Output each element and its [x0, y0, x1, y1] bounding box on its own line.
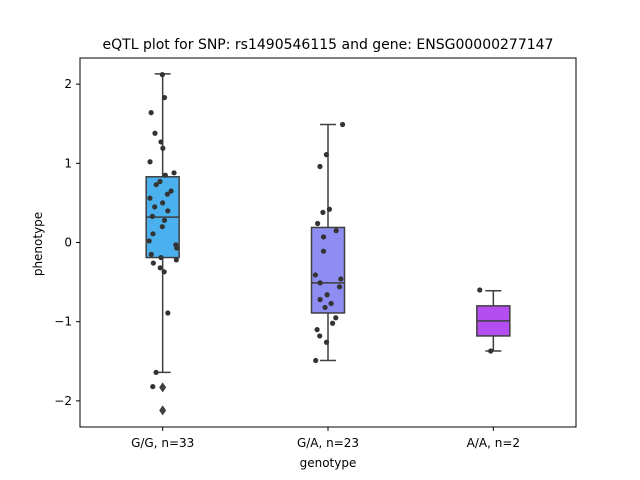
data-point: [320, 234, 327, 240]
data-point: [333, 228, 339, 234]
data-point: [146, 238, 152, 244]
data-point: [322, 304, 328, 311]
data-point: [336, 284, 343, 290]
data-point: [317, 333, 323, 339]
data-point: [148, 251, 154, 257]
data-point: [315, 220, 321, 227]
data-point: [159, 72, 165, 78]
data-point: [333, 315, 339, 321]
data-point: [161, 94, 168, 101]
data-point: [158, 254, 164, 261]
data-point: [171, 170, 177, 176]
data-point: [149, 213, 156, 219]
plot-area: [145, 72, 511, 416]
data-point: [159, 224, 165, 230]
y-tick-label: 0: [64, 236, 72, 250]
data-point: [150, 384, 156, 390]
data-point: [157, 178, 163, 185]
data-point: [153, 182, 159, 188]
data-point: [324, 292, 330, 298]
data-point: [148, 110, 154, 116]
x-axis-label: genotype: [300, 456, 357, 470]
data-point: [150, 231, 156, 237]
data-point: [164, 191, 170, 197]
data-point: [488, 348, 494, 354]
data-point: [161, 269, 167, 275]
data-point: [160, 145, 166, 151]
data-point: [152, 204, 158, 210]
axes: −2 −1 0 1 2 G/G, n=33 G/A, n=23 A/A, n=2: [54, 57, 577, 450]
data-point: [326, 206, 333, 212]
data-point: [157, 265, 163, 271]
data-point: [339, 121, 346, 128]
data-point: [165, 208, 171, 214]
data-point: [317, 280, 323, 286]
data-point: [320, 209, 326, 216]
y-tick-label: 1: [64, 156, 72, 170]
data-point: [323, 339, 330, 345]
outlier-marker: [159, 405, 167, 416]
box-group: [145, 72, 180, 416]
data-point: [161, 217, 168, 223]
data-point: [168, 188, 174, 194]
data-point: [328, 300, 334, 307]
y-tick-label: −2: [54, 394, 72, 408]
data-point: [477, 287, 483, 293]
data-point: [153, 369, 159, 375]
data-point: [165, 310, 171, 316]
data-point: [323, 152, 329, 158]
data-point: [147, 159, 153, 165]
data-point: [329, 320, 336, 326]
box-group: [476, 287, 511, 354]
data-point: [147, 195, 153, 201]
data-point: [152, 130, 158, 136]
x-tick-label: G/A, n=23: [297, 436, 359, 450]
data-point: [160, 200, 166, 206]
data-point: [338, 276, 344, 282]
data-point: [313, 357, 319, 364]
data-point: [150, 260, 156, 266]
y-axis-label: phenotype: [31, 212, 45, 276]
data-point: [158, 139, 164, 145]
data-point: [162, 172, 168, 178]
y-tick-label: 2: [64, 77, 72, 91]
box-group: [310, 121, 346, 364]
x-tick-label: A/A, n=2: [467, 436, 520, 450]
data-point: [317, 163, 323, 170]
data-point: [173, 257, 179, 263]
outlier-marker: [159, 382, 167, 393]
data-point: [320, 248, 327, 254]
box-iqr: [310, 226, 346, 314]
data-point: [314, 327, 320, 333]
x-tick-label: G/G, n=33: [131, 436, 194, 450]
data-point: [174, 245, 180, 251]
chart-title: eQTL plot for SNP: rs1490546115 and gene…: [103, 37, 554, 53]
y-tick-label: −1: [54, 315, 72, 329]
data-point: [312, 272, 318, 278]
data-point: [317, 296, 323, 303]
